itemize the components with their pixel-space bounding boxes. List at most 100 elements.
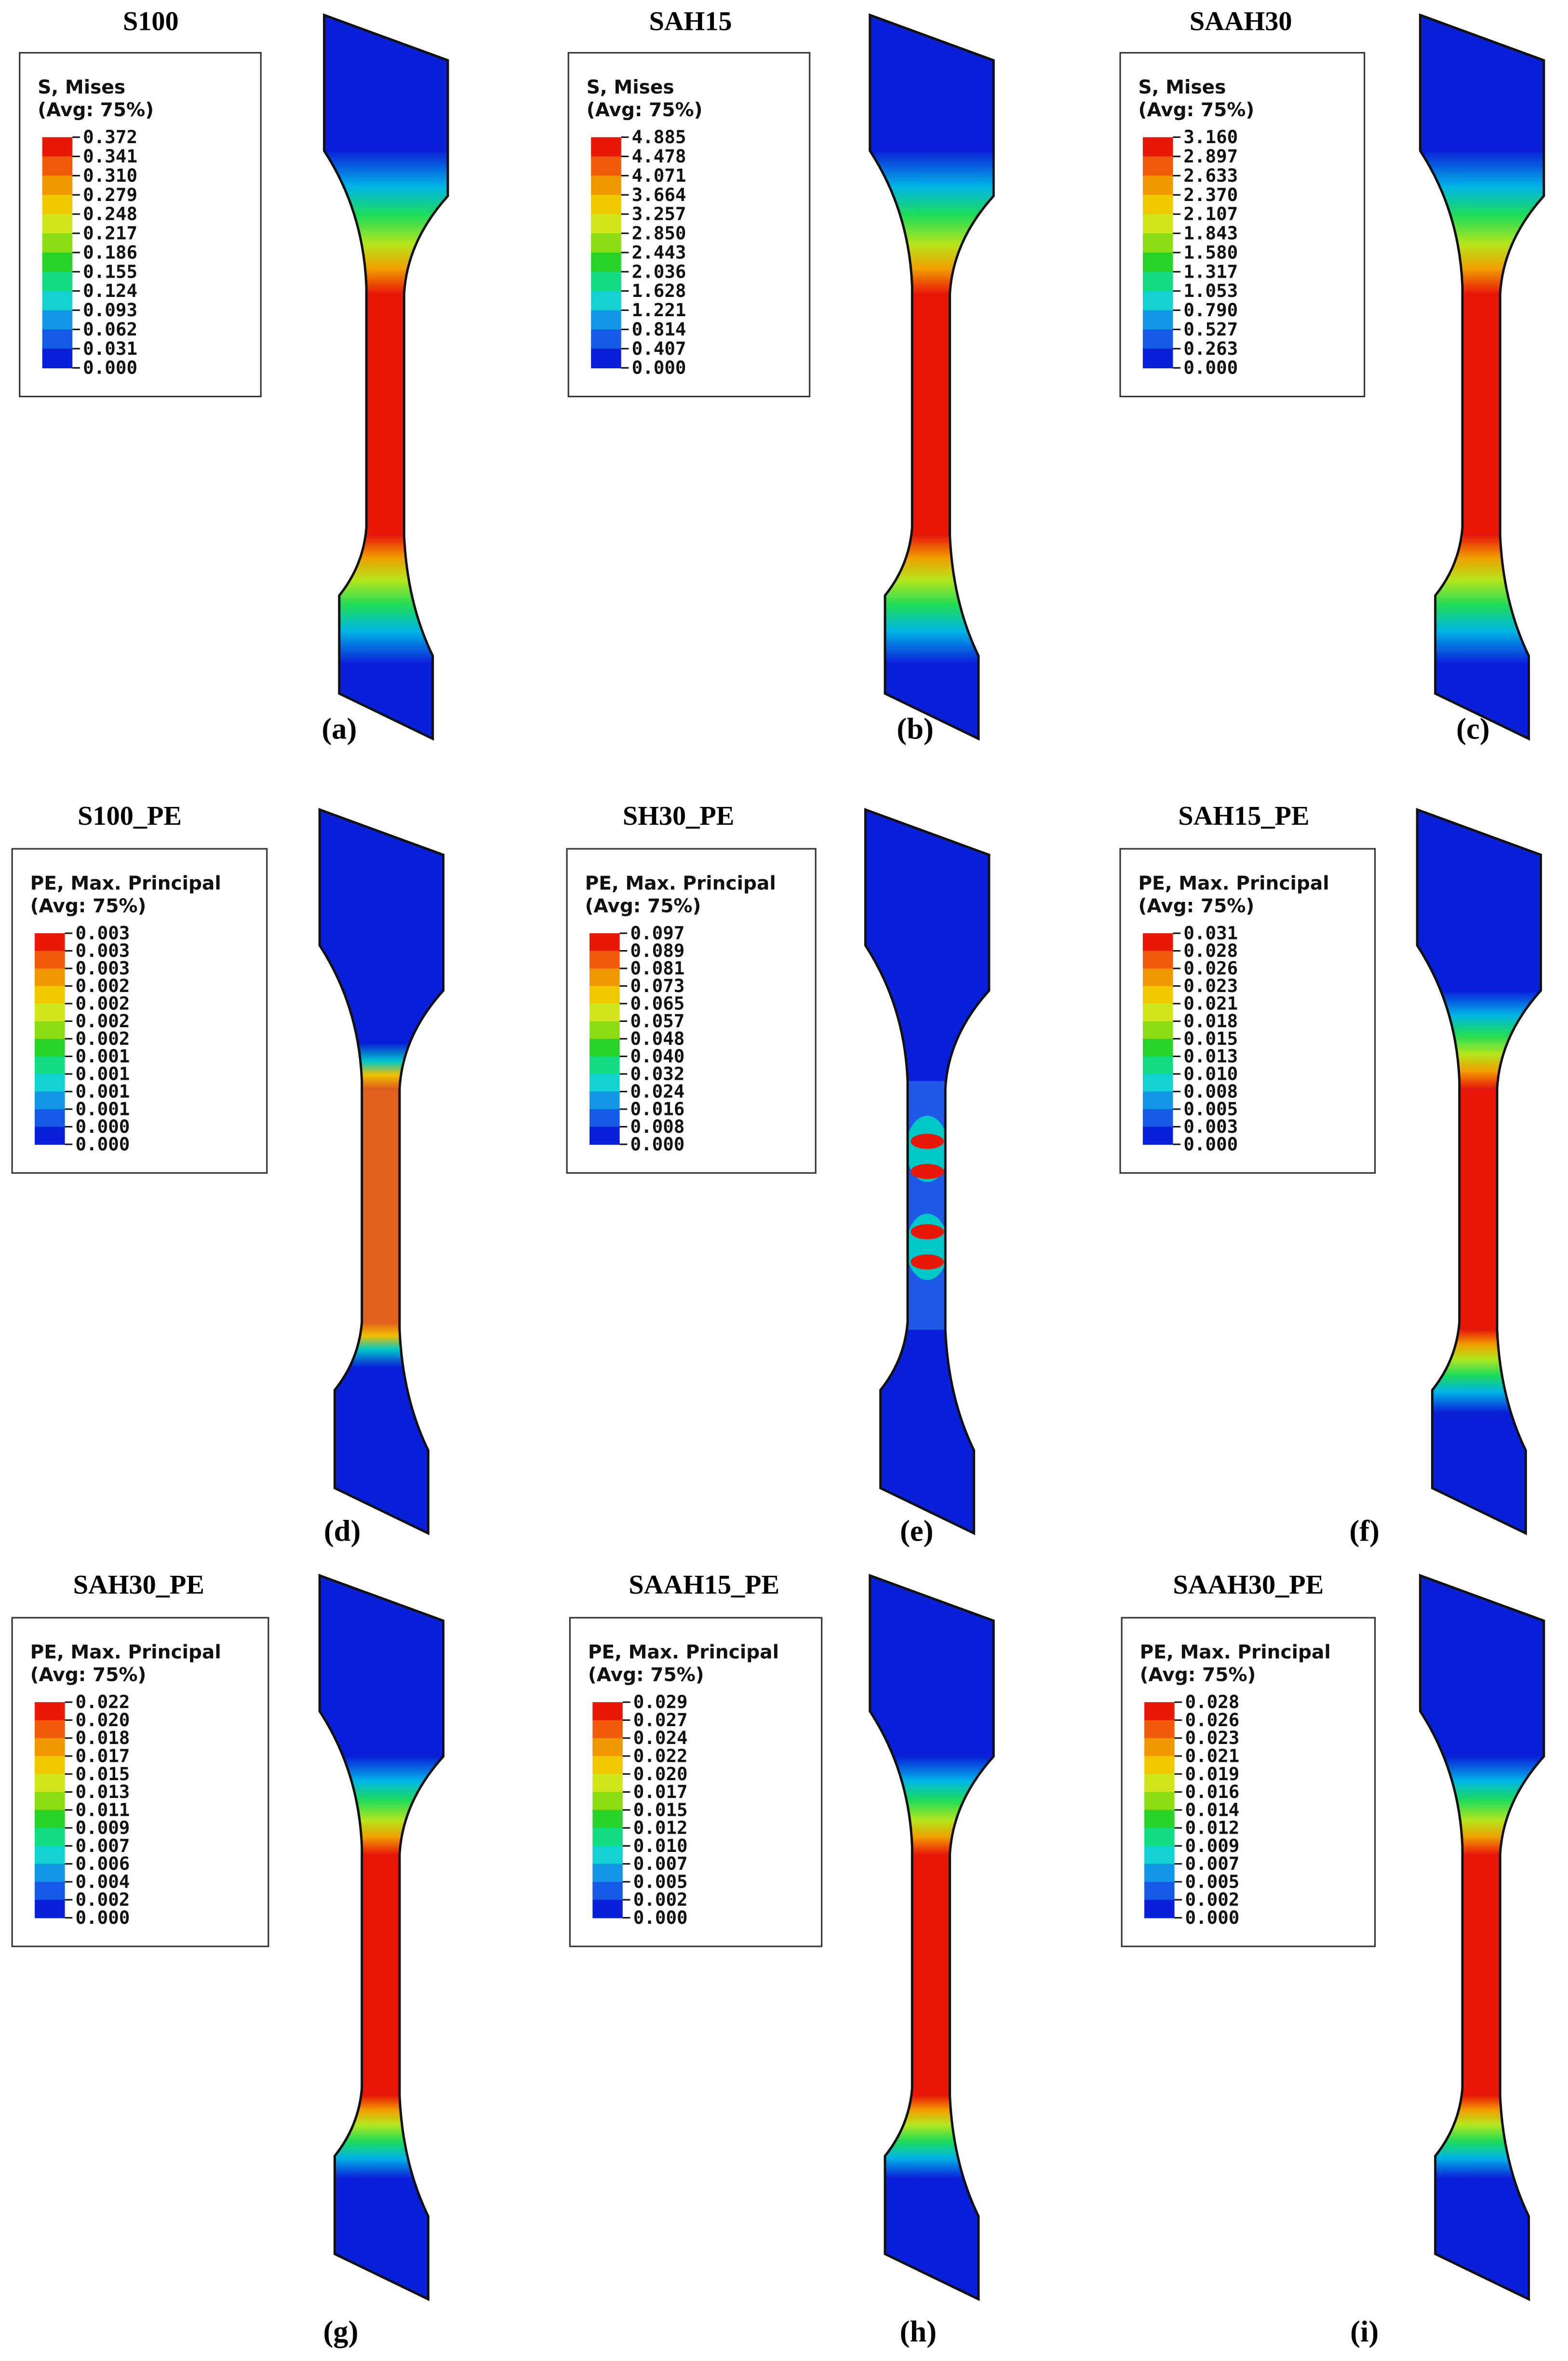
legend-color [35,1774,65,1793]
legend-value: 0.020 [633,1763,688,1784]
legend-value: 0.341 [83,146,137,167]
legend-color [35,1810,65,1829]
legend-color [35,951,65,969]
legend-color [1142,933,1173,952]
legend-color [1144,1846,1175,1865]
legend-value: 0.014 [1185,1799,1239,1820]
legend-header: (Avg: 75%) [30,1664,147,1686]
legend-value: 0.011 [75,1799,130,1820]
legend-value: 0.028 [1183,940,1238,961]
panel: SAH15_PE PE, Max. Principal(Avg: 75%) 0.03… [1119,801,1542,1548]
legend-value: 0.000 [75,1133,130,1154]
legend-color [592,1864,623,1882]
legend-value: 0.029 [633,1691,688,1713]
legend-color [592,1900,623,1918]
legend-color [592,1720,623,1739]
specimen-edge [1419,1573,1545,2301]
legend-color [35,1038,65,1057]
legend-value: 0.021 [1185,1745,1239,1767]
specimen-body [870,1575,994,2299]
legend-color [1142,951,1173,969]
legend-color [35,1846,65,1865]
legend-header: PE, Max. Principal [1139,872,1329,894]
legend-color [35,1702,65,1721]
shoulder-top [870,1756,994,1855]
legend-color [591,156,621,176]
legend-value: 0.010 [633,1835,688,1856]
legend-value: 0.013 [1183,1046,1238,1067]
legend-value: 0.016 [630,1098,684,1119]
legend-value: 0.000 [83,357,137,378]
legend-value: 0.040 [630,1046,684,1067]
legend-value: 0.024 [630,1081,684,1102]
gauge [320,1088,443,1323]
legend-color [591,291,621,311]
legend-color [42,349,73,369]
legend-color [35,1109,65,1127]
legend-header: (Avg: 75%) [1140,1664,1256,1686]
specimen-edge [318,1573,445,2301]
shoulder-bottom [1420,535,1544,664]
legend-color [1142,233,1173,253]
legend-value: 0.020 [75,1709,130,1731]
legend-value: 0.186 [83,241,137,263]
legend-color [35,1720,65,1739]
shoulder-bottom [320,2095,443,2179]
legend-color [590,1127,620,1145]
legend-value: 0.002 [75,993,130,1014]
legend-value: 0.081 [630,958,684,979]
legend-value: 0.001 [75,1046,130,1067]
panel-title: SH30_PE [623,801,734,831]
legend-color [42,291,73,311]
specimen-body [865,809,989,1533]
legend-value: 0.001 [75,1063,130,1084]
legend-value: 0.028 [1185,1691,1239,1713]
shoulder-bottom [870,535,994,664]
legend-color [592,1774,623,1793]
legend-value: 0.279 [83,184,137,205]
legend-color [42,156,73,176]
legend-color [35,1091,65,1110]
shoulder-bottom [1417,1329,1541,1413]
legend-color [42,214,73,234]
specimen-body [320,809,443,1533]
legend-color [1142,1073,1173,1092]
legend-value: 0.003 [75,923,130,944]
legend-value: 0.027 [633,1709,688,1731]
legend-value: 0.002 [75,975,130,996]
legend-color [1142,310,1173,330]
legend-value: 0.031 [83,338,137,359]
legend-color [1144,1881,1175,1901]
hot-spot [911,1134,944,1149]
legend-header: S, Mises [1139,77,1226,98]
specimen-edge [869,1573,995,2301]
legend-value: 0.217 [83,223,137,244]
legend-color [1142,1038,1173,1057]
legend-value: 1.053 [1183,280,1238,301]
specimen-body [1417,809,1541,1533]
legend-value: 0.057 [630,1010,684,1032]
legend-value: 0.372 [83,126,137,148]
legend-color [35,1864,65,1882]
legend-header: (Avg: 75%) [1139,895,1255,917]
specimen-body [1420,1575,1544,2299]
legend-color [592,1792,623,1811]
specimen-edge [869,13,995,741]
legend-value: 0.023 [1185,1727,1239,1748]
gauge [1420,294,1544,536]
gauge [870,1854,994,2096]
legend-value: 0.002 [633,1889,688,1910]
legend-value: 0.002 [1185,1889,1239,1910]
legend-color [1142,968,1173,987]
shoulder-bottom [320,1322,443,1368]
legend-color [1142,156,1173,176]
legend-color [1142,137,1173,157]
legend-value: 0.005 [1183,1098,1238,1119]
legend-color [42,310,73,330]
legend-color [590,1073,620,1092]
legend-color [42,271,73,292]
specimen-edge [318,808,445,1535]
